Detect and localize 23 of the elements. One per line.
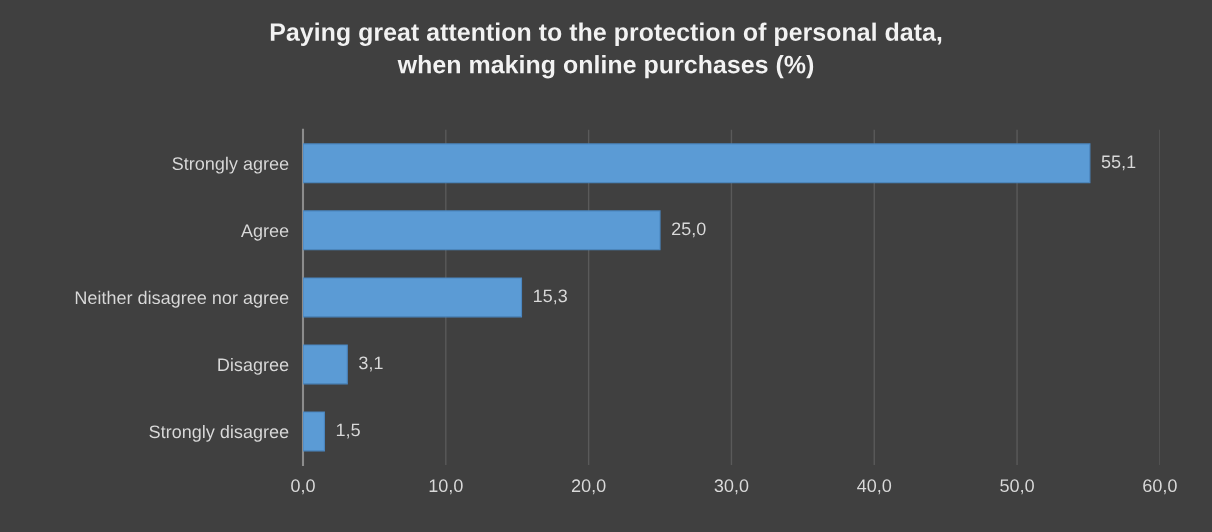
x-tick-label: 30,0 <box>714 479 749 495</box>
x-tick-label: 20,0 <box>571 479 606 495</box>
y-tick-label: Strongly agree <box>172 156 289 174</box>
data-label: 15,3 <box>533 289 567 305</box>
data-label: 3,1 <box>359 356 383 372</box>
data-label: 25,0 <box>672 222 706 238</box>
data-label: 1,5 <box>336 423 360 439</box>
bar <box>303 277 523 318</box>
y-tick-label: Strongly disagree <box>149 424 289 442</box>
chart-title: Paying great attention to the protection of personal data, when making online purchases (%) <box>270 22 942 79</box>
bar <box>303 344 348 385</box>
x-tick-label: 10,0 <box>429 479 463 495</box>
bar <box>303 210 661 251</box>
y-tick-label: Neither disagree nor agree <box>75 290 289 308</box>
bar <box>303 411 325 452</box>
x-tick-label: 60,0 <box>1143 479 1177 495</box>
y-tick-label: Disagree <box>218 357 289 375</box>
x-tick-label: 40,0 <box>857 479 892 495</box>
data-label: 55,1 <box>1101 155 1136 171</box>
x-tick-label: 50,0 <box>1000 479 1034 495</box>
y-tick-label: Agree <box>240 224 289 241</box>
bar <box>303 143 1091 184</box>
x-tick-label: 0,0 <box>291 479 315 495</box>
